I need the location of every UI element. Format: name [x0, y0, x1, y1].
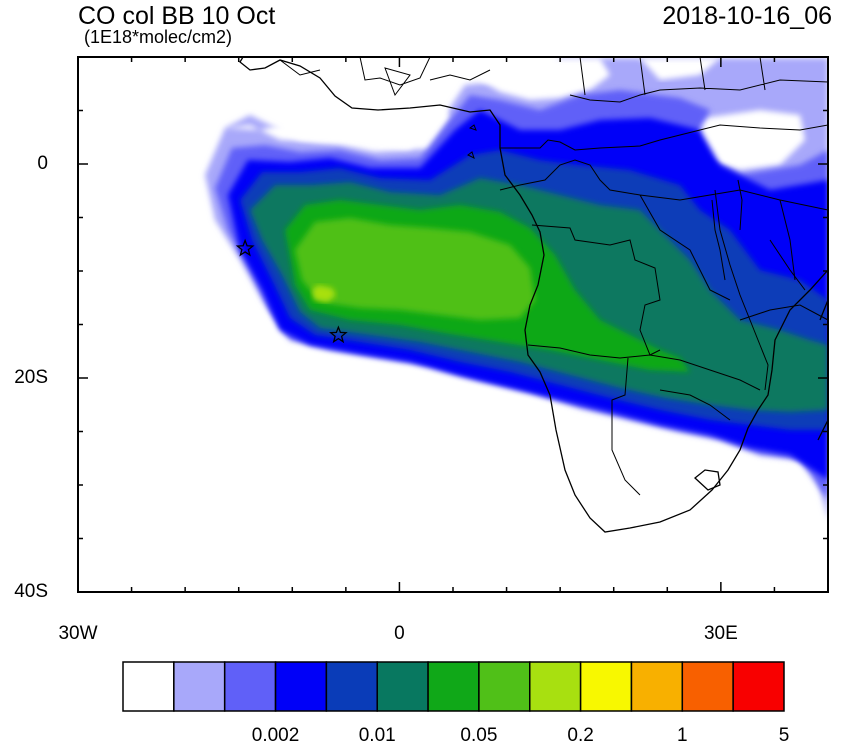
colorbar-swatch: [325, 661, 378, 712]
country-borders: [499, 57, 828, 496]
lesotho-border: [694, 469, 721, 491]
y-tick-label: 0: [37, 153, 48, 174]
colorbar-swatch: [529, 661, 582, 712]
colorbar-label: 5: [778, 725, 790, 746]
africa-coastline: [239, 57, 828, 533]
colorbar-swatch: [579, 661, 633, 712]
axis-ticks: [77, 56, 829, 593]
x-tick-label: 30W: [58, 623, 98, 644]
colorbar-label: 1: [677, 725, 688, 746]
colorbar: [122, 661, 785, 712]
markers-layer: [235, 238, 348, 344]
colorbar-swatch: [681, 661, 734, 712]
bioko-island: [467, 124, 477, 159]
lakes: [711, 179, 796, 391]
star-marker: [235, 238, 255, 257]
co-band-yellowgreen: [312, 285, 336, 302]
colorbar-swatch: [376, 661, 429, 712]
colorbar-label: 0.2: [567, 725, 594, 746]
colorbar-swatch: [173, 661, 226, 712]
colorbar-swatch: [478, 661, 531, 712]
units-label: (1E18*molec/cm2): [84, 27, 233, 47]
x-tick-label: 30E: [703, 623, 738, 644]
colorbar-label: 0.05: [460, 725, 498, 746]
co-field: [205, 58, 828, 520]
colorbar-swatch: [427, 661, 480, 712]
colorbar-swatch: [122, 661, 175, 712]
y-tick-label: 40S: [14, 581, 48, 602]
y-tick-label: 20S: [14, 367, 48, 388]
coastlines: [239, 57, 828, 533]
x-tick-label: 0: [394, 623, 405, 644]
co-band-lightgreen: [295, 218, 535, 320]
colorbar-swatch: [630, 661, 684, 712]
timestamp: 2018-10-16_06: [662, 2, 832, 30]
colorbar-swatch: [223, 661, 277, 712]
colorbar-swatch: [732, 661, 785, 712]
plot-title: CO col BB 10 Oct: [78, 2, 276, 30]
colorbar-label: 0.002: [251, 725, 300, 746]
star-marker: [328, 325, 348, 344]
colorbar-label: 0.01: [358, 725, 396, 746]
colorbar-swatch: [274, 661, 328, 712]
north-africa-borders: [279, 57, 491, 97]
